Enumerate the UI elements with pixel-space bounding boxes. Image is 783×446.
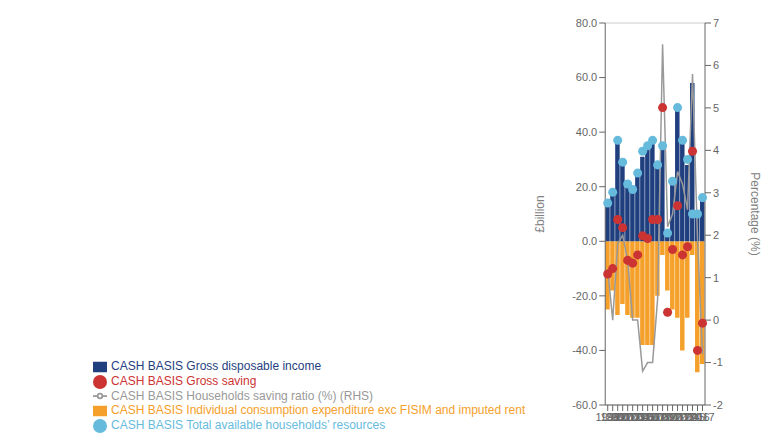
html-text:CASH BASIS Households saving r: CASH BASIS Households saving ratio (%) (…: [111, 388, 374, 403]
svg-text:3: 3: [713, 187, 719, 199]
html-text:CASH BASIS Gross saving: CASH BASIS Gross saving: [111, 373, 257, 388]
svg-text:0: 0: [713, 314, 719, 326]
svg-text:-2: -2: [713, 399, 723, 411]
svg-text:20.0: 20.0: [576, 181, 597, 193]
svg-text:-60.0: -60.0: [572, 399, 597, 411]
html-text:CASH BASIS Individual consumpt: CASH BASIS Individual consumption expend…: [111, 403, 526, 418]
svg-text:-1: -1: [713, 356, 723, 368]
svg-text:1: 1: [713, 272, 719, 284]
html-text:CASH BASIS Gross disposable in: CASH BASIS Gross disposable income: [111, 358, 322, 373]
svg-text:60.0: 60.0: [576, 71, 597, 83]
html-text:CASH BASIS Total available hou: CASH BASIS Total available households’ r…: [111, 418, 386, 433]
svg-text:7: 7: [713, 17, 719, 29]
svg-text:-40.0: -40.0: [572, 344, 597, 356]
svg-text:40.0: 40.0: [576, 126, 597, 138]
svg-text:2017: 2017: [690, 411, 714, 423]
svg-text:4: 4: [713, 144, 719, 156]
svg-text:2: 2: [713, 229, 719, 241]
svg-text:80.0: 80.0: [576, 17, 597, 29]
svg-text:£billion: £billion: [533, 195, 547, 232]
svg-text:-20.0: -20.0: [572, 290, 597, 302]
svg-text:Percentage (%): Percentage (%): [748, 172, 762, 255]
svg-text:5: 5: [713, 102, 719, 114]
svg-text:0.0: 0.0: [582, 235, 597, 247]
svg-text:6: 6: [713, 59, 719, 71]
